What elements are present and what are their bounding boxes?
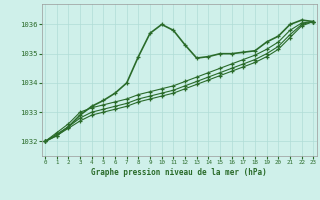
X-axis label: Graphe pression niveau de la mer (hPa): Graphe pression niveau de la mer (hPa): [91, 168, 267, 177]
